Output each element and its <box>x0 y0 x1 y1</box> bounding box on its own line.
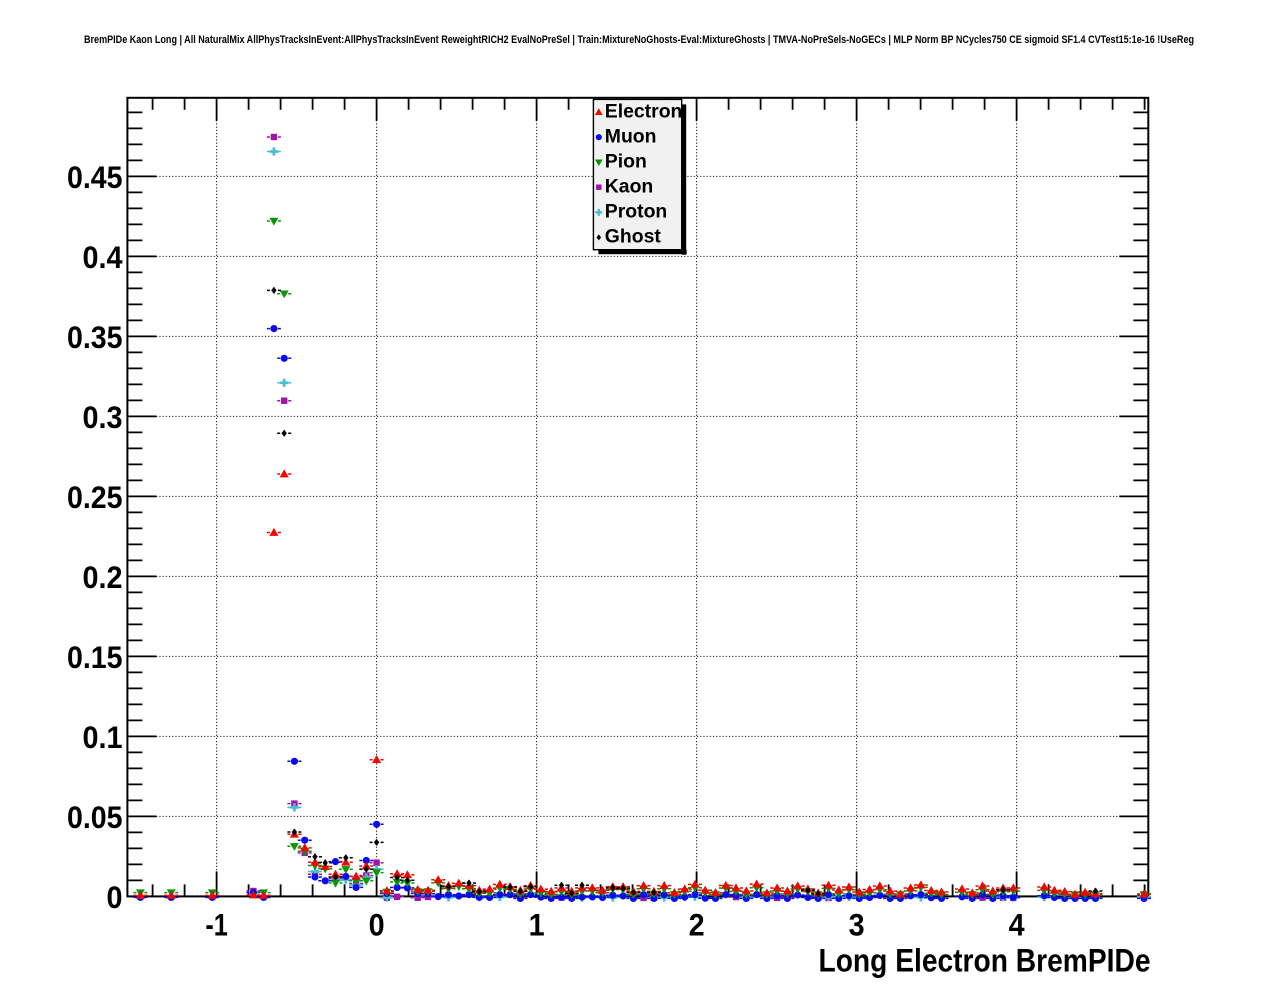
svg-text:0.45: 0.45 <box>67 159 123 195</box>
svg-text:0.3: 0.3 <box>83 399 123 435</box>
svg-text:0.35: 0.35 <box>67 319 123 355</box>
svg-text:0.15: 0.15 <box>67 639 123 675</box>
svg-text:0: 0 <box>369 907 385 943</box>
svg-text:BremPIDe Kaon Long | All Natur: BremPIDe Kaon Long | All NaturalMix AllP… <box>84 34 1194 46</box>
svg-text:Proton: Proton <box>605 201 667 223</box>
svg-text:0.1: 0.1 <box>83 719 123 755</box>
svg-text:0: 0 <box>107 879 123 915</box>
svg-text:Ghost: Ghost <box>605 226 662 248</box>
svg-text:Pion: Pion <box>605 151 647 173</box>
svg-text:3: 3 <box>849 907 865 943</box>
svg-text:0.05: 0.05 <box>67 799 123 835</box>
svg-text:1: 1 <box>529 907 545 943</box>
svg-text:Long Electron BremPIDe: Long Electron BremPIDe <box>819 942 1151 978</box>
svg-text:-1: -1 <box>205 907 228 943</box>
svg-text:Electron: Electron <box>605 100 683 122</box>
svg-text:0.2: 0.2 <box>83 559 123 595</box>
svg-text:Kaon: Kaon <box>605 176 653 198</box>
svg-text:0.4: 0.4 <box>83 239 123 275</box>
svg-text:2: 2 <box>689 907 705 943</box>
svg-text:0.25: 0.25 <box>67 479 123 515</box>
svg-text:4: 4 <box>1009 907 1025 943</box>
svg-text:Muon: Muon <box>605 126 657 148</box>
